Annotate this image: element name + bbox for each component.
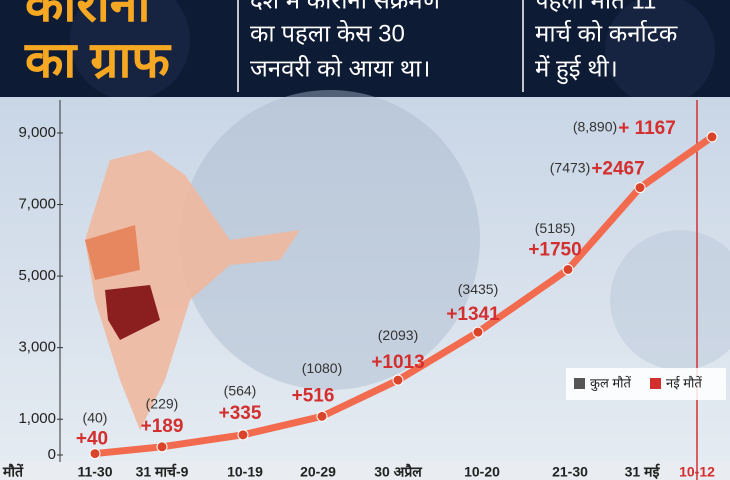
point [562, 263, 574, 275]
x-tick-label: 31 मार्च-9 [136, 464, 189, 480]
title-line: का ग्राफ [24, 32, 172, 88]
virus-photo [610, 230, 730, 370]
new-label: +1341 [446, 304, 500, 325]
total-label: (5185) [535, 220, 575, 236]
legend-label: नई मौतें [666, 375, 702, 390]
legend-box [566, 368, 726, 400]
india-map [85, 150, 300, 430]
new-label: + 1167 [618, 118, 676, 139]
legend-label: कुल मौतें [590, 375, 632, 391]
total-label: (3435) [458, 281, 498, 297]
point [89, 448, 101, 460]
point [237, 429, 249, 441]
total-label: (229) [146, 396, 179, 412]
total-label: (7473) [550, 159, 590, 175]
note-line: पहली मौत 11 [535, 0, 656, 14]
total-label: (40) [83, 409, 108, 425]
point [472, 326, 484, 338]
y-tick-label: 5,000 [18, 267, 56, 284]
x-tick-label: 10-20 [464, 464, 500, 480]
point [316, 410, 328, 422]
note-line: में हुई थी। [535, 54, 618, 84]
note-line: का पहला केस 30 [250, 19, 405, 47]
new-label: +1750 [528, 239, 581, 260]
x-tick-label: 30 अप्रैल [374, 464, 422, 480]
map-state [85, 225, 140, 280]
x-tick-label: 10-12 [679, 464, 715, 480]
x-tick-label: 11-30 [77, 464, 112, 480]
total-label: (564) [224, 383, 257, 399]
total-label: (8,890) [573, 119, 617, 135]
new-label: +2467 [591, 159, 644, 180]
x-tick-label: 21-30 [552, 464, 588, 480]
note-line: मार्च को कर्नाटक [535, 19, 678, 47]
y-tick-label: 9,000 [18, 124, 56, 141]
new-label: +40 [76, 429, 108, 450]
legend-swatch [574, 378, 585, 389]
map-state [105, 285, 160, 340]
point [156, 441, 168, 453]
note-line: जनवरी को आया था। [250, 54, 430, 82]
note-line: देश में कोरोना संक्रमण [250, 0, 441, 14]
x-label: मौतें [2, 464, 24, 480]
new-label: +189 [141, 416, 184, 437]
total-label: (2093) [378, 327, 418, 343]
y-tick-label: 3,000 [18, 339, 56, 356]
new-label: +335 [219, 403, 262, 424]
new-label: +1013 [371, 352, 424, 373]
y-tick-label: 0 [48, 446, 56, 463]
legend-swatch [650, 378, 661, 389]
x-tick-label: 20-29 [300, 464, 336, 480]
virus-texture [70, 0, 190, 100]
y-tick-label: 7,000 [18, 196, 56, 213]
title-line: कोरोना [24, 0, 152, 32]
virus-texture [605, 0, 715, 105]
y-tick-label: 1,000 [18, 410, 56, 427]
virus-photo [180, 90, 480, 390]
x-tick-label: 31 मई [625, 464, 661, 480]
new-label: +516 [292, 385, 335, 406]
total-label: (1080) [302, 360, 342, 376]
category-strip [0, 462, 730, 480]
x-tick-label: 10-19 [227, 464, 263, 480]
point [706, 131, 718, 143]
point [634, 182, 646, 194]
point [392, 374, 404, 386]
